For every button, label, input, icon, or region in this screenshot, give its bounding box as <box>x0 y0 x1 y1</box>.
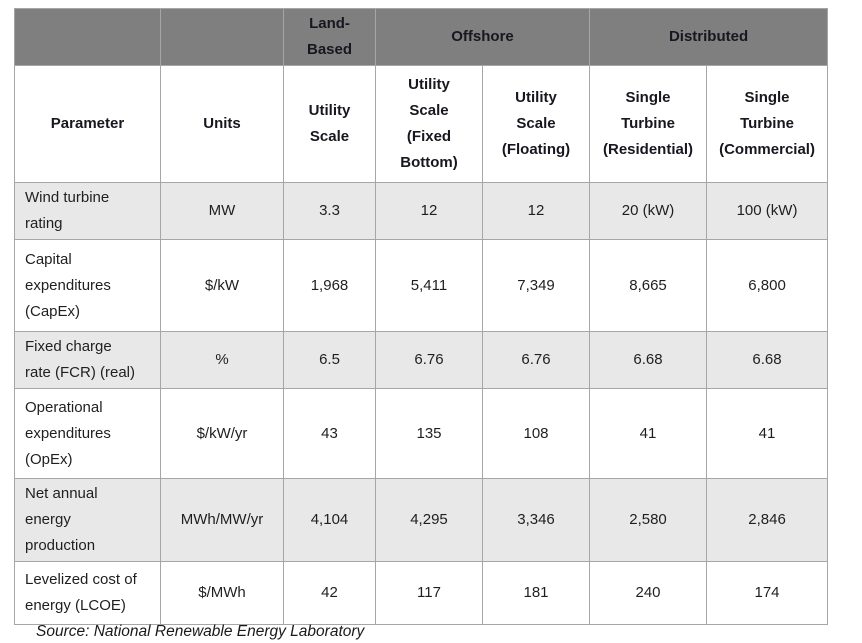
value-cell: 3.3 <box>283 182 376 240</box>
table-row-net-annual-energy-production: Net annual energy production MWh/MW/yr 4… <box>14 478 829 562</box>
value-cell: 20 (kW) <box>589 182 708 240</box>
column-header-units: Units <box>160 65 284 183</box>
value-cell: 42 <box>283 561 376 625</box>
value-cell: 135 <box>375 388 483 479</box>
param-cell: Operational expenditures (OpEx) <box>14 388 161 479</box>
column-header-utility-scale-fixed-bottom: Utility Scale (Fixed Bottom) <box>375 65 483 183</box>
value-cell: 174 <box>706 561 829 625</box>
group-header-offshore: Offshore <box>374 8 591 66</box>
value-cell: 181 <box>481 561 591 625</box>
param-cell: Net annual energy production <box>14 478 161 562</box>
value-cell: 6.68 <box>589 331 708 389</box>
wind-cost-table-container: Land- Based Offshore Distributed Paramet… <box>14 8 829 625</box>
units-cell: $/kW/yr <box>160 388 284 479</box>
group-header-land-based: Land- Based <box>283 8 376 66</box>
value-cell: 4,295 <box>375 478 483 562</box>
value-cell: 7,349 <box>481 239 591 332</box>
value-cell: 6.5 <box>283 331 376 389</box>
group-header-blank-units <box>160 8 284 66</box>
table-row-wind-turbine-rating: Wind turbine rating MW 3.3 12 12 20 (kW)… <box>14 182 829 240</box>
value-cell: 6.76 <box>481 331 591 389</box>
units-cell: MWh/MW/yr <box>160 478 284 562</box>
table-row-capital-expenditures: Capital expenditures (CapEx) $/kW 1,968 … <box>14 239 829 332</box>
param-cell: Capital expenditures (CapEx) <box>14 239 161 332</box>
value-cell: 43 <box>283 388 376 479</box>
column-header-single-turbine-residential: Single Turbine (Residential) <box>589 65 708 183</box>
units-cell: % <box>160 331 284 389</box>
value-cell: 8,665 <box>589 239 708 332</box>
param-cell: Fixed charge rate (FCR) (real) <box>14 331 161 389</box>
param-cell: Levelized cost of energy (LCOE) <box>14 561 161 625</box>
column-header-parameter: Parameter <box>14 65 161 183</box>
value-cell: 2,846 <box>706 478 829 562</box>
value-cell: 6.68 <box>706 331 829 389</box>
value-cell: 6,800 <box>706 239 829 332</box>
value-cell: 108 <box>481 388 591 479</box>
wind-cost-parameters-table: Land- Based Offshore Distributed Paramet… <box>14 8 829 625</box>
column-header-utility-scale: Utility Scale <box>283 65 376 183</box>
column-header-single-turbine-commercial: Single Turbine (Commercial) <box>706 65 829 183</box>
value-cell: 2,580 <box>589 478 708 562</box>
value-cell: 12 <box>481 182 591 240</box>
source-note: Source: National Renewable Energy Labora… <box>36 623 365 640</box>
group-header-row: Land- Based Offshore Distributed <box>14 8 829 66</box>
value-cell: 12 <box>375 182 483 240</box>
group-header-blank-parameter <box>14 8 161 66</box>
value-cell: 41 <box>589 388 708 479</box>
value-cell: 1,968 <box>283 239 376 332</box>
value-cell: 3,346 <box>481 478 591 562</box>
units-cell: MW <box>160 182 284 240</box>
table-row-operational-expenditures: Operational expenditures (OpEx) $/kW/yr … <box>14 388 829 479</box>
column-header-utility-scale-floating: Utility Scale (Floating) <box>481 65 591 183</box>
value-cell: 240 <box>589 561 708 625</box>
column-header-row: Parameter Units Utility Scale Utility Sc… <box>14 65 829 183</box>
param-cell: Wind turbine rating <box>14 182 161 240</box>
value-cell: 100 (kW) <box>706 182 829 240</box>
value-cell: 41 <box>706 388 829 479</box>
value-cell: 117 <box>375 561 483 625</box>
group-header-distributed: Distributed <box>589 8 829 66</box>
units-cell: $/kW <box>160 239 284 332</box>
table-row-levelized-cost-of-energy: Levelized cost of energy (LCOE) $/MWh 42… <box>14 561 829 625</box>
value-cell: 4,104 <box>283 478 376 562</box>
units-cell: $/MWh <box>160 561 284 625</box>
value-cell: 5,411 <box>375 239 483 332</box>
value-cell: 6.76 <box>375 331 483 389</box>
table-row-fixed-charge-rate: Fixed charge rate (FCR) (real) % 6.5 6.7… <box>14 331 829 389</box>
